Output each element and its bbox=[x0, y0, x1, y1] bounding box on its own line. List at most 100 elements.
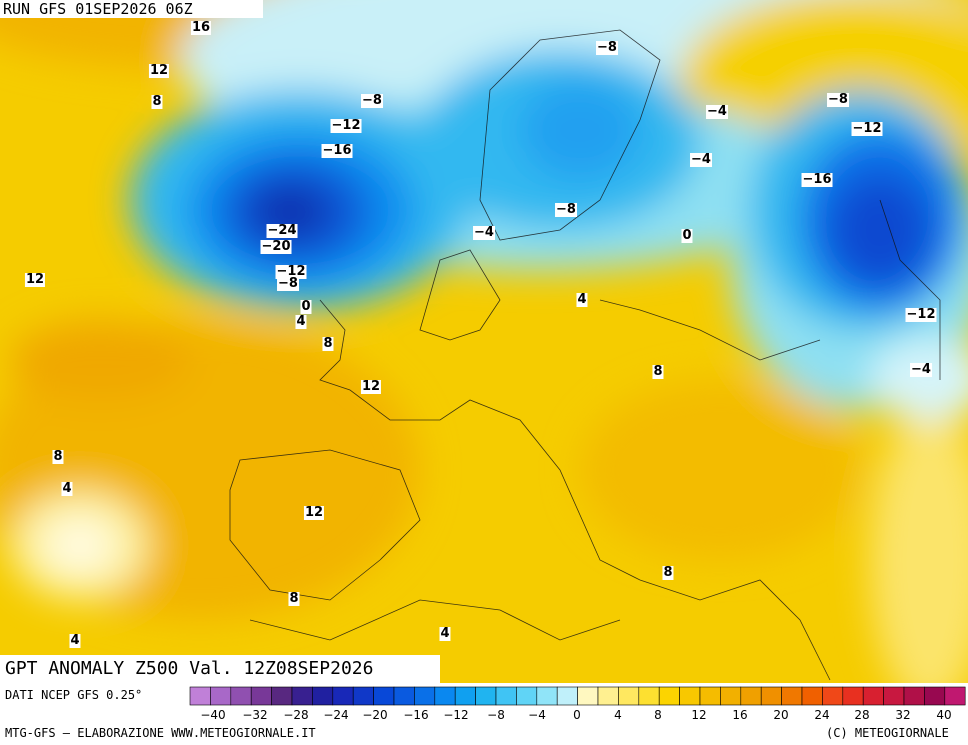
scale-swatch bbox=[924, 686, 946, 706]
scale-swatch bbox=[842, 686, 864, 706]
contour-label: −24 bbox=[266, 223, 298, 238]
scale-label: 32 bbox=[895, 708, 910, 722]
copyright: (C) METEOGIORNALE bbox=[826, 726, 949, 740]
scale-swatch bbox=[352, 686, 374, 706]
scale-swatch bbox=[516, 686, 538, 706]
run-label: RUN GFS 01SEP2026 06Z bbox=[0, 0, 263, 18]
contour-label: −12 bbox=[851, 121, 883, 136]
scale-swatch bbox=[230, 686, 252, 706]
scale-label: −28 bbox=[283, 708, 308, 722]
color-scale: −40 −32 −28 −24 −20 −16 −12 −8 −4 0 4 8 12 16 20 24 28 32… bbox=[189, 686, 966, 722]
scale-label: −8 bbox=[487, 708, 505, 722]
contour-label: −8 bbox=[555, 202, 577, 217]
scale-swatch bbox=[658, 686, 680, 706]
scale-swatch bbox=[679, 686, 701, 706]
contour-label: 8 bbox=[662, 565, 674, 580]
scale-label: 0 bbox=[573, 708, 581, 722]
scale-label: −16 bbox=[403, 708, 428, 722]
scale-label: 16 bbox=[732, 708, 747, 722]
scale-swatch bbox=[495, 686, 517, 706]
contour-label: −8 bbox=[827, 92, 849, 107]
scale-swatch bbox=[454, 686, 476, 706]
scale-swatch bbox=[536, 686, 558, 706]
contour-label: −12 bbox=[275, 264, 307, 279]
scale-swatch bbox=[556, 686, 578, 706]
contour-label: 12 bbox=[24, 272, 46, 287]
scale-swatch bbox=[760, 686, 782, 706]
contour-label: −12 bbox=[905, 307, 937, 322]
scale-label: −40 bbox=[200, 708, 225, 722]
scale-label: −4 bbox=[528, 708, 546, 722]
scale-label: −20 bbox=[362, 708, 387, 722]
scale-swatch bbox=[781, 686, 803, 706]
contour-label: 0 bbox=[300, 299, 312, 314]
scale-swatch bbox=[801, 686, 823, 706]
contour-label: −4 bbox=[910, 362, 932, 377]
scale-label: −12 bbox=[443, 708, 468, 722]
map-title: GPT ANOMALY Z500 Val. 12Z08SEP2026 bbox=[0, 655, 440, 683]
scale-swatch bbox=[393, 686, 415, 706]
contour-label: 8 bbox=[151, 94, 163, 109]
contour-label: 12 bbox=[360, 379, 382, 394]
scale-swatch bbox=[291, 686, 313, 706]
contour-label: 8 bbox=[652, 364, 664, 379]
contour-label: 4 bbox=[439, 626, 451, 641]
scale-swatch bbox=[577, 686, 599, 706]
data-source: DATI NCEP GFS 0.25° bbox=[5, 688, 143, 702]
scale-swatch bbox=[250, 686, 272, 706]
scale-swatch bbox=[271, 686, 293, 706]
contour-label: 4 bbox=[576, 292, 588, 307]
contour-label: −16 bbox=[321, 143, 353, 158]
scale-swatch bbox=[332, 686, 354, 706]
scale-swatch bbox=[944, 686, 966, 706]
scale-swatch bbox=[597, 686, 619, 706]
contour-label: −12 bbox=[330, 118, 362, 133]
contour-label: 16 bbox=[190, 20, 212, 35]
map bbox=[0, 0, 968, 683]
scale-swatch bbox=[822, 686, 844, 706]
scale-swatch bbox=[189, 686, 211, 706]
scale-swatch bbox=[638, 686, 660, 706]
scale-swatch bbox=[862, 686, 884, 706]
scale-swatch bbox=[618, 686, 640, 706]
scale-label: 4 bbox=[614, 708, 622, 722]
contour-label: 4 bbox=[69, 633, 81, 648]
contour-label: 4 bbox=[295, 314, 307, 329]
scale-swatch bbox=[475, 686, 497, 706]
scale-swatch bbox=[434, 686, 456, 706]
scale-swatch bbox=[210, 686, 232, 706]
contour-label: −16 bbox=[801, 172, 833, 187]
contour-label: −8 bbox=[361, 93, 383, 108]
scale-swatch bbox=[720, 686, 742, 706]
contour-label: 8 bbox=[52, 449, 64, 464]
scale-label: 8 bbox=[654, 708, 662, 722]
scale-swatch bbox=[883, 686, 905, 706]
scale-swatch bbox=[740, 686, 762, 706]
contour-label: 8 bbox=[322, 336, 334, 351]
scale-label: 12 bbox=[691, 708, 706, 722]
contour-label: 8 bbox=[288, 591, 300, 606]
scale-swatch bbox=[312, 686, 334, 706]
scale-label: 28 bbox=[854, 708, 869, 722]
scale-label: 40 bbox=[936, 708, 951, 722]
contour-label: −4 bbox=[473, 225, 495, 240]
credit: MTG-GFS — ELABORAZIONE WWW.METEOGIORNALE… bbox=[5, 726, 316, 740]
contour-label: 12 bbox=[303, 505, 325, 520]
scale-swatch bbox=[903, 686, 925, 706]
contour-label: 12 bbox=[148, 63, 170, 78]
scale-swatch bbox=[699, 686, 721, 706]
contour-label: −8 bbox=[596, 40, 618, 55]
contour-label: 0 bbox=[681, 228, 693, 243]
contour-label: −4 bbox=[706, 104, 728, 119]
scale-swatch bbox=[414, 686, 436, 706]
scale-label: −24 bbox=[323, 708, 348, 722]
scale-label: −32 bbox=[242, 708, 267, 722]
scale-swatch bbox=[373, 686, 395, 706]
scale-label: 24 bbox=[814, 708, 829, 722]
contour-label: −20 bbox=[260, 239, 292, 254]
contour-label: −8 bbox=[277, 276, 299, 291]
contour-label: −4 bbox=[690, 152, 712, 167]
scale-label: 20 bbox=[773, 708, 788, 722]
contour-label: 4 bbox=[61, 481, 73, 496]
